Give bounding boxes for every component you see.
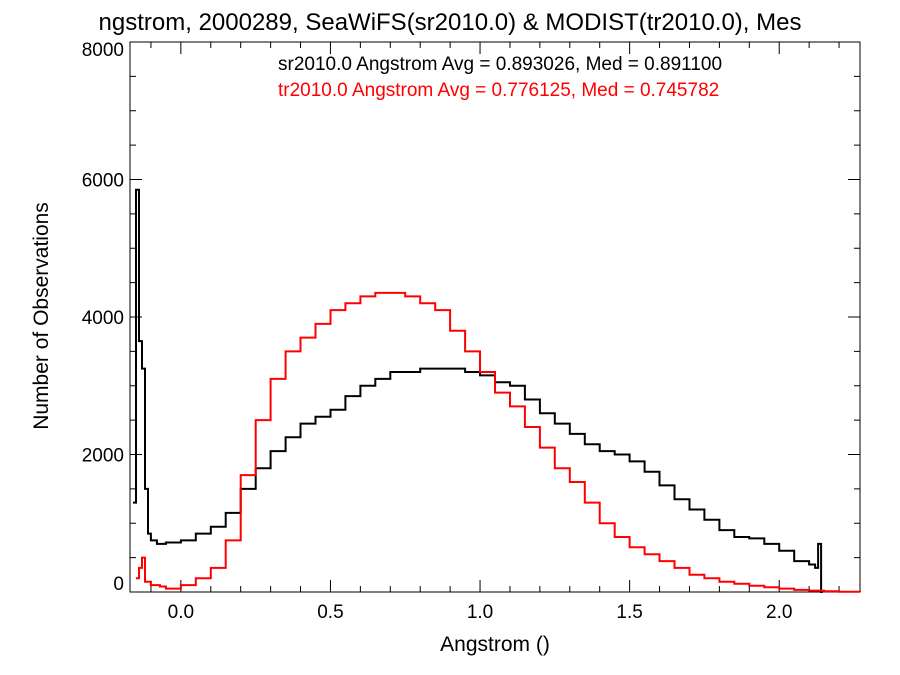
axis-ticks: 0.0 0.5 1.0 1.5 2.0 0 2000 4000 6000 8000 (82, 40, 860, 623)
y-axis-label: Number of Observations (30, 202, 53, 430)
x-tick-label: 0.0 (168, 602, 194, 623)
y-tick-label: 2000 (82, 446, 124, 467)
legend-entry-sr2010: sr2010.0 Angstrom Avg = 0.893026, Med = … (278, 54, 722, 75)
series-line-tr2010.0 (136, 291, 861, 593)
x-tick-label: 2.0 (766, 602, 792, 623)
chart-title: ngstrom, 2000289, SeaWiFS(sr2010.0) & MO… (99, 9, 802, 36)
series-layer (133, 188, 861, 593)
x-axis-label: Angstrom () (440, 633, 550, 656)
series-line-sr2010.0 (133, 188, 823, 593)
y-tick-label: 4000 (82, 308, 124, 329)
y-tick-label: 6000 (82, 171, 124, 192)
y-tick-label: 8000 (82, 40, 124, 61)
x-tick-label: 1.0 (467, 602, 493, 623)
x-tick-label: 1.5 (616, 602, 642, 623)
legend-entry-tr2010: tr2010.0 Angstrom Avg = 0.776125, Med = … (278, 80, 719, 101)
x-tick-label: 0.5 (317, 602, 343, 623)
y-tick-label: 0 (113, 574, 124, 595)
